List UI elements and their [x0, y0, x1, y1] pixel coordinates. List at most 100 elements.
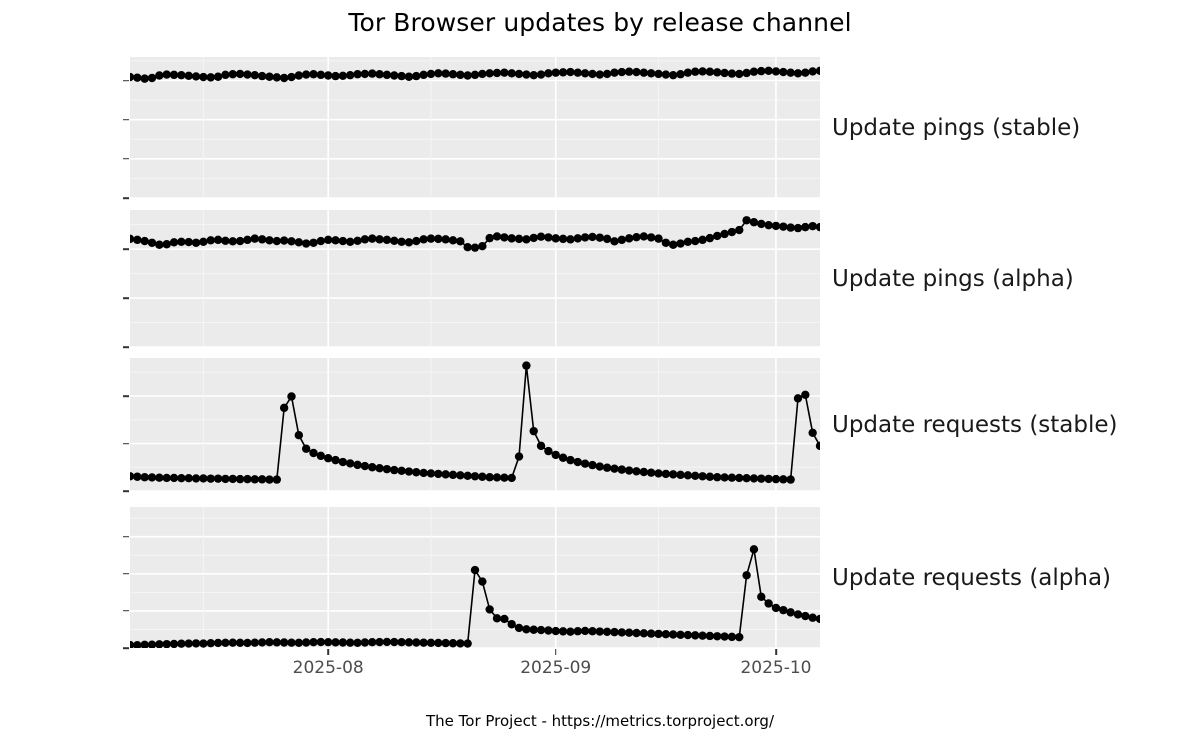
data-point	[155, 71, 164, 80]
data-point	[353, 460, 362, 470]
data-point	[130, 234, 135, 244]
data-point	[727, 227, 737, 237]
data-point	[235, 638, 245, 648]
data-point	[522, 235, 531, 244]
y-axis-tick-mark	[123, 535, 129, 538]
data-point	[301, 239, 311, 248]
data-point	[698, 631, 707, 640]
data-point	[742, 571, 751, 580]
data-point	[250, 638, 259, 647]
data-point	[705, 631, 715, 641]
data-point	[801, 222, 810, 232]
data-point	[235, 236, 245, 246]
data-point	[162, 473, 171, 483]
data-point	[536, 70, 546, 79]
data-point	[764, 474, 773, 484]
data-point	[316, 637, 326, 647]
data-point	[382, 235, 392, 245]
data-point	[779, 475, 788, 484]
data-point	[206, 236, 215, 245]
data-point	[375, 70, 384, 79]
plot-area	[130, 507, 820, 648]
data-point	[199, 639, 208, 648]
data-point	[507, 473, 516, 483]
data-point	[130, 640, 135, 648]
data-point	[544, 626, 553, 635]
data-point	[191, 474, 201, 483]
x-axis-tick-label: 2025-09	[520, 658, 592, 678]
data-point	[309, 238, 318, 247]
data-point	[514, 234, 524, 244]
data-point	[272, 475, 282, 484]
data-point	[162, 240, 171, 249]
data-point	[250, 234, 259, 243]
data-point	[573, 68, 582, 77]
data-point	[368, 234, 377, 243]
data-point	[668, 240, 678, 249]
data-point	[676, 70, 685, 79]
data-point	[169, 639, 179, 648]
data-point	[177, 639, 186, 648]
data-point	[221, 70, 230, 80]
series-line	[130, 549, 820, 646]
data-point	[779, 222, 788, 231]
data-point	[206, 73, 215, 82]
data-point	[279, 638, 289, 647]
data-point	[514, 623, 524, 633]
data-point	[426, 469, 436, 478]
data-point	[691, 471, 700, 480]
x-axis-tick-mark	[327, 649, 329, 655]
data-point	[309, 638, 318, 647]
data-point	[279, 236, 289, 245]
y-axis-tick-mark	[123, 79, 129, 82]
data-point	[742, 216, 751, 225]
data-point	[602, 69, 612, 79]
data-point	[228, 237, 237, 246]
data-point	[735, 69, 744, 79]
data-point	[492, 614, 502, 623]
data-point	[801, 68, 810, 77]
data-point	[301, 444, 311, 453]
data-point	[360, 638, 370, 647]
data-point	[463, 71, 472, 80]
data-point	[309, 70, 318, 79]
data-point	[404, 238, 414, 247]
data-point	[456, 471, 465, 480]
data-point	[287, 638, 296, 647]
data-point	[419, 468, 428, 478]
data-point	[646, 468, 656, 477]
data-point	[133, 73, 142, 82]
data-point	[130, 72, 135, 82]
data-point	[346, 70, 355, 80]
data-point	[691, 236, 700, 246]
y-axis-tick-mark	[123, 248, 129, 250]
data-point	[419, 638, 428, 647]
data-point	[580, 233, 590, 242]
data-point	[360, 461, 370, 471]
data-point	[544, 446, 553, 456]
data-point	[815, 222, 820, 232]
data-point	[713, 231, 722, 241]
data-point	[485, 233, 494, 243]
data-point	[735, 632, 744, 642]
data-point	[558, 627, 568, 636]
data-point	[514, 69, 524, 79]
data-point	[287, 392, 296, 401]
data-point	[529, 426, 538, 436]
data-point	[441, 69, 450, 78]
data-point	[566, 235, 575, 244]
data-point	[257, 638, 267, 647]
data-point	[764, 599, 773, 608]
data-point	[404, 638, 414, 647]
data-point	[815, 614, 820, 624]
data-point	[757, 474, 766, 483]
data-point	[155, 473, 164, 482]
data-point	[492, 473, 502, 482]
data-point	[397, 466, 406, 476]
data-point	[573, 457, 582, 467]
data-point	[801, 611, 810, 621]
panel-canvas	[130, 57, 820, 198]
data-point	[683, 237, 693, 246]
